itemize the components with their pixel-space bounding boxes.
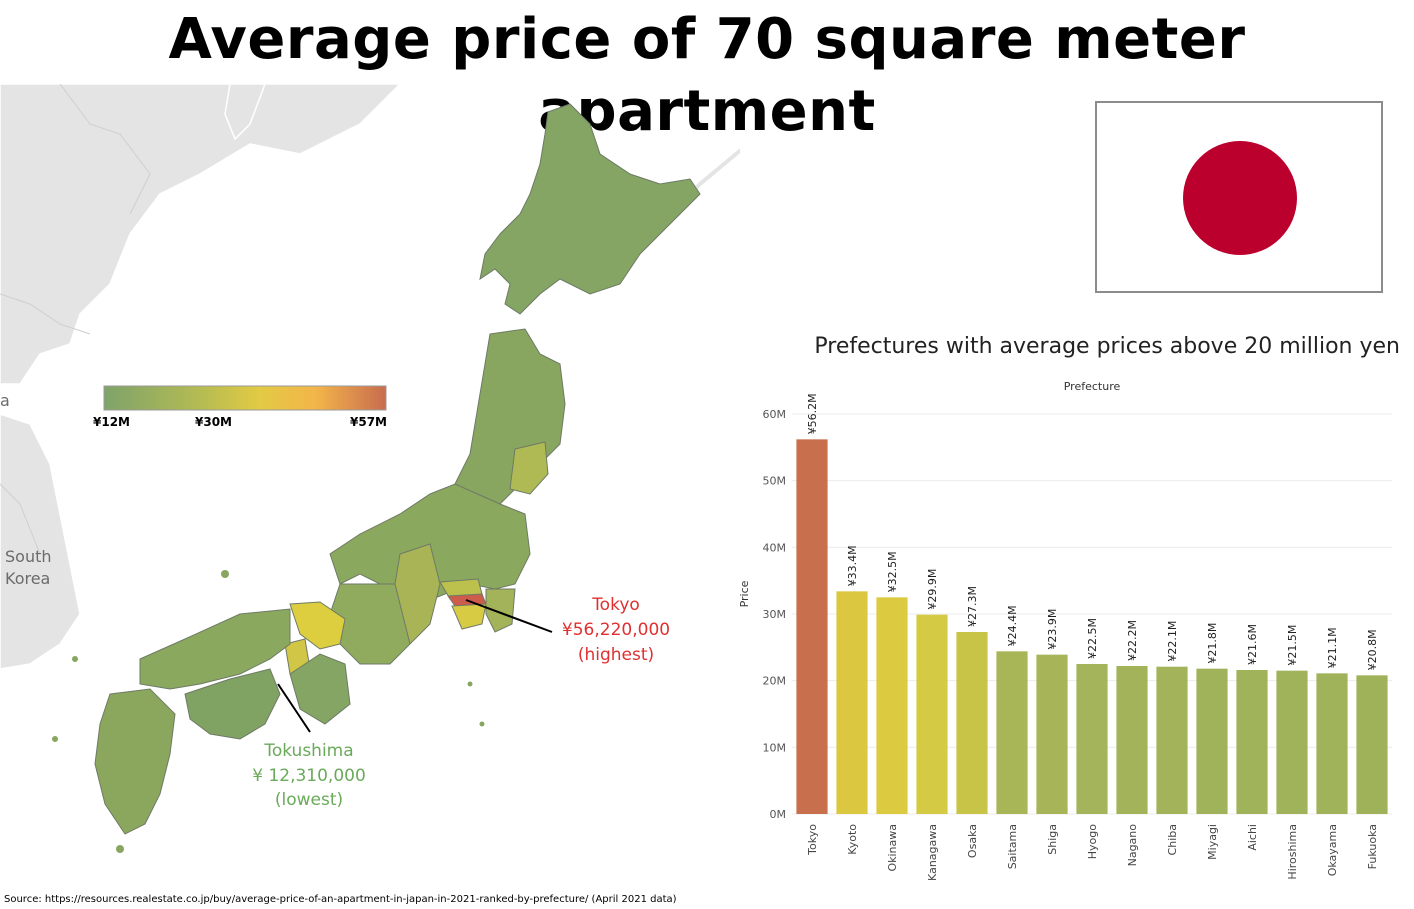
bar-value-label: ¥21.1M [1326,627,1339,668]
bar-aichi [1236,670,1268,814]
kyushu-region [94,688,176,835]
y-tick-label: 20M [763,675,787,688]
japan-flag-icon [1095,101,1383,293]
tokyo-callout-note: (highest) [577,645,655,665]
x-tick-label: Aichi [1246,824,1259,851]
miyagi-region [509,441,549,495]
bar-value-label: ¥56.2M [806,393,819,434]
bar-value-label: ¥32.5M [886,551,899,592]
flag-red-disc [1183,141,1297,255]
bar-value-label: ¥29.9M [926,569,939,610]
bar-value-label: ¥22.2M [1126,620,1139,661]
legend-gradient-bar [103,385,387,411]
bar-saitama [996,651,1028,814]
x-tick-label: Osaka [966,824,979,858]
partial-label: a [0,391,10,410]
chart-title: Prefecture [1064,380,1121,393]
x-tick-label: Chiba [1166,824,1179,855]
bar-hiroshima [1276,670,1308,814]
x-tick-label: Kanagawa [926,824,939,880]
bar-tokyo [796,439,828,814]
boundary-lines [0,84,151,555]
y-tick-label: 10M [763,741,787,754]
tokushima-callout-line [277,683,311,733]
x-tick-label: Fukuoka [1366,824,1379,869]
bar-chiba [1156,666,1188,814]
y-tick-label: 50M [763,475,787,488]
x-tick-label: Miyagi [1206,824,1219,860]
bar-value-label: ¥22.1M [1166,621,1179,662]
chart-subtitle: Prefectures with average prices above 20… [814,334,1400,359]
x-tick-label: Kyoto [846,824,859,855]
y-axis-label: Price [738,580,751,607]
kanagawa-region [451,603,487,630]
japan-choropleth-map: South Korea a [0,84,740,853]
x-tick-label: Hyogo [1086,824,1099,859]
bar-osaka [956,632,988,814]
y-tick-label: 30M [763,608,787,621]
bar-value-label: ¥23.9M [1046,609,1059,650]
bar-kanagawa [916,614,948,814]
y-tick-label: 60M [763,408,787,421]
page-title: Average price of 70 square meter apartme… [168,7,1246,144]
shikoku-region [184,668,281,740]
south-korea-label-1: South [5,547,52,566]
kinki-south-region [289,653,351,725]
bar-shiga [1036,654,1068,814]
x-tick-label: Okayama [1326,824,1339,876]
chugoku-region [139,608,291,690]
chiba-region [485,588,516,633]
source-note: Source: https://resources.realestate.co.… [4,894,677,905]
continent-land-2 [0,413,81,670]
continent-land [0,84,402,385]
y-tick-label: 40M [763,541,787,554]
x-tick-label: Shiga [1046,824,1059,855]
bar-hyogo [1076,664,1108,814]
kyoto-shiga-region [289,601,346,650]
legend-min-label: ¥12M [93,415,130,429]
tokushima-callout-note: (lowest) [274,790,344,810]
bar-okayama [1316,673,1348,814]
tokushima-callout-value: ¥ 12,310,000 [252,766,366,786]
bar-fukuoka [1356,675,1388,814]
bar-value-label: ¥27.3M [966,586,979,627]
bar-value-label: ¥33.4M [846,545,859,586]
legend-max-label: ¥57M [350,415,387,429]
bar-value-label: ¥21.8M [1206,623,1219,664]
price-bar-chart: Prefecture Price 0M 10M 20M 30M 40M 50M 60M ¥5… [738,380,1392,880]
tokyo-callout-value: ¥56,220,000 [561,620,671,640]
bar-okinawa [876,597,908,814]
bar-value-label: ¥21.6M [1246,624,1259,665]
south-korea-label-2: Korea [5,569,50,588]
sakhalin-land [224,84,266,141]
legend-mid-label: ¥30M [195,415,232,429]
bar-value-label: ¥24.4M [1006,605,1019,646]
bar-value-label: ¥20.8M [1366,629,1379,670]
tokushima-callout-name: Tokushima [264,741,354,761]
bar-nagano [1116,666,1148,814]
tohoku-region [454,328,566,505]
bar-kyoto [836,591,868,814]
bar-miyagi [1196,668,1228,814]
hokkaido-region [479,103,701,315]
bar-value-label: ¥21.5M [1286,625,1299,666]
y-tick-label: 0M [770,808,787,821]
x-tick-label: Hiroshima [1286,824,1299,880]
bar-value-label: ¥22.5M [1086,618,1099,659]
tokyo-callout-line [465,599,553,633]
x-tick-label: Nagano [1126,824,1139,867]
tokyo-callout-name: Tokyo [592,595,640,615]
x-tick-label: Okinawa [886,824,899,872]
x-tick-label: Tokyo [806,824,819,856]
x-tick-label: Saitama [1006,824,1019,869]
small-islands [52,570,485,853]
